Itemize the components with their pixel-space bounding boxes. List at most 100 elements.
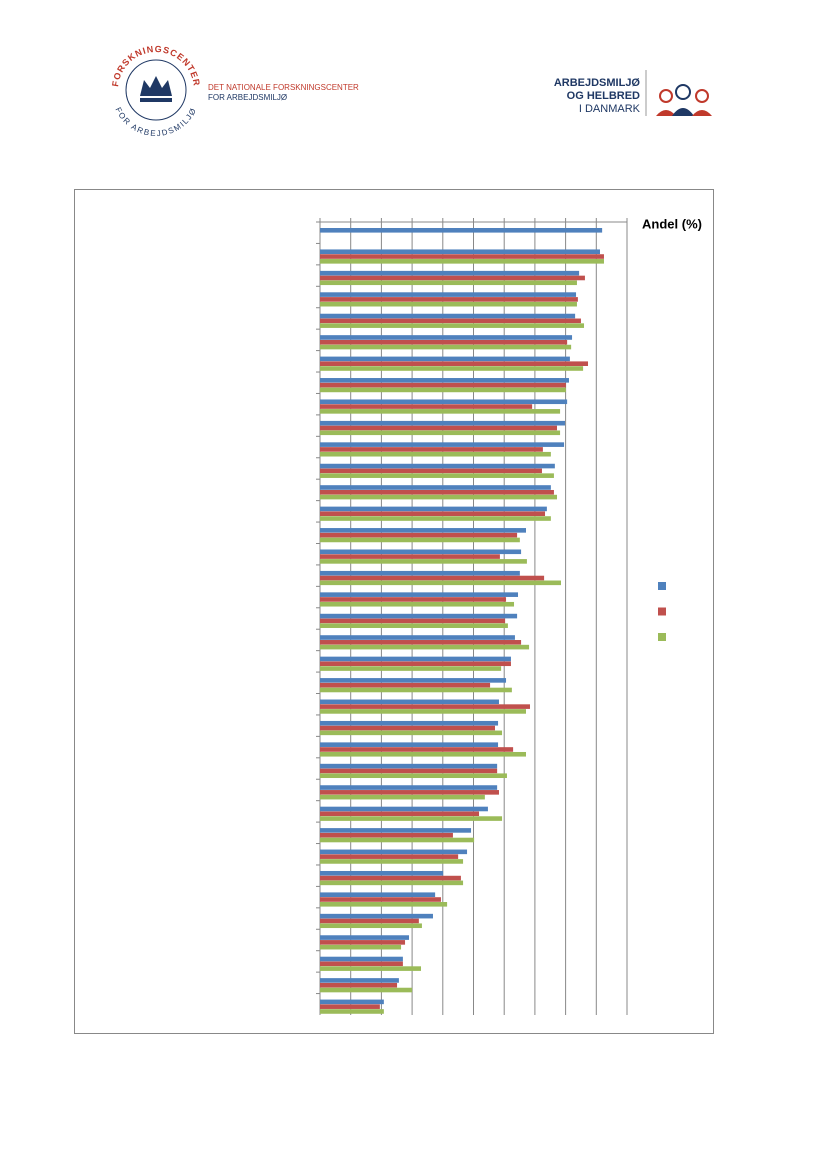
bar — [320, 982, 398, 988]
bar — [320, 549, 522, 555]
bar — [320, 511, 546, 517]
bar — [320, 528, 526, 533]
bar — [320, 768, 498, 774]
bar — [320, 339, 568, 345]
bar — [320, 280, 577, 286]
bar — [320, 902, 448, 907]
bar — [320, 849, 468, 855]
chart — [316, 218, 666, 1015]
bar — [320, 387, 566, 393]
bar — [320, 485, 551, 490]
bar — [320, 682, 491, 688]
bar — [320, 978, 399, 983]
bar — [320, 635, 515, 640]
bar — [320, 575, 545, 581]
bar — [320, 313, 576, 319]
bar — [320, 463, 555, 469]
bar — [320, 420, 565, 426]
bar — [320, 270, 580, 276]
bar — [320, 811, 480, 817]
bar — [320, 751, 526, 757]
bar — [320, 666, 502, 671]
bar — [320, 249, 600, 255]
bar — [320, 537, 520, 543]
bar — [320, 644, 530, 650]
bar — [320, 613, 518, 619]
bar — [320, 623, 508, 628]
bar — [320, 356, 570, 362]
bar — [320, 451, 551, 457]
bar — [320, 442, 565, 447]
bar — [320, 742, 499, 747]
bar — [320, 344, 572, 350]
legend-swatch — [658, 607, 666, 616]
x-axis-label: Andel (%) — [642, 216, 702, 231]
bar — [320, 747, 514, 752]
bar — [320, 699, 499, 705]
bar — [320, 494, 558, 500]
bar — [320, 999, 384, 1005]
bar — [320, 516, 551, 521]
bar — [320, 254, 604, 259]
bar — [320, 892, 436, 898]
bar — [320, 790, 499, 795]
bar — [320, 956, 403, 962]
logo-name-2: FOR ARBEJDSMILJØ — [208, 93, 287, 102]
bar — [320, 399, 568, 405]
bar — [320, 618, 506, 624]
bar — [320, 763, 498, 769]
bar — [320, 816, 503, 821]
bar — [320, 837, 475, 843]
bar — [320, 335, 573, 340]
bar — [320, 275, 585, 281]
bar — [320, 366, 584, 371]
bar — [320, 468, 542, 474]
legend-swatch — [658, 582, 666, 590]
bar — [320, 854, 459, 859]
bar — [320, 785, 498, 790]
bar — [320, 678, 507, 683]
bar — [320, 935, 410, 940]
bar — [320, 473, 554, 478]
bar — [320, 425, 558, 431]
bar — [320, 966, 422, 971]
bar — [320, 940, 406, 945]
bar — [320, 880, 464, 886]
bar — [320, 709, 526, 714]
bar — [320, 987, 413, 993]
bar — [320, 720, 499, 726]
logo-ring-bottom: FOR ARBEJDSMILJØ — [114, 106, 199, 138]
bar — [320, 580, 561, 586]
bar — [320, 378, 569, 383]
bar — [320, 944, 402, 950]
bar — [320, 1004, 380, 1009]
bar — [320, 661, 511, 667]
bar — [320, 559, 527, 564]
logo-ring-bottom-text: FOR ARBEJDSMILJØ — [114, 106, 198, 138]
logo-right-2: OG HELBRED — [567, 90, 640, 102]
bar — [320, 301, 577, 307]
bar — [320, 323, 585, 328]
bar — [320, 687, 512, 693]
logo-ring — [125, 59, 187, 121]
bar — [320, 806, 488, 812]
bar — [320, 592, 519, 597]
bar — [320, 913, 433, 919]
bar — [320, 409, 561, 414]
bar — [320, 897, 441, 902]
bar — [320, 554, 500, 559]
bar — [320, 382, 566, 388]
logo-crown — [140, 76, 172, 96]
bar — [320, 730, 503, 736]
bar — [320, 570, 520, 576]
logo-right-1: ARBEJDSMILJØ — [554, 77, 641, 89]
bar — [320, 532, 518, 538]
logo-right-3: I DANMARK — [579, 103, 641, 115]
bar — [320, 318, 581, 324]
bar — [320, 601, 515, 607]
bar — [320, 859, 464, 864]
bar — [320, 875, 461, 881]
bar — [320, 430, 561, 436]
bar — [320, 704, 530, 709]
